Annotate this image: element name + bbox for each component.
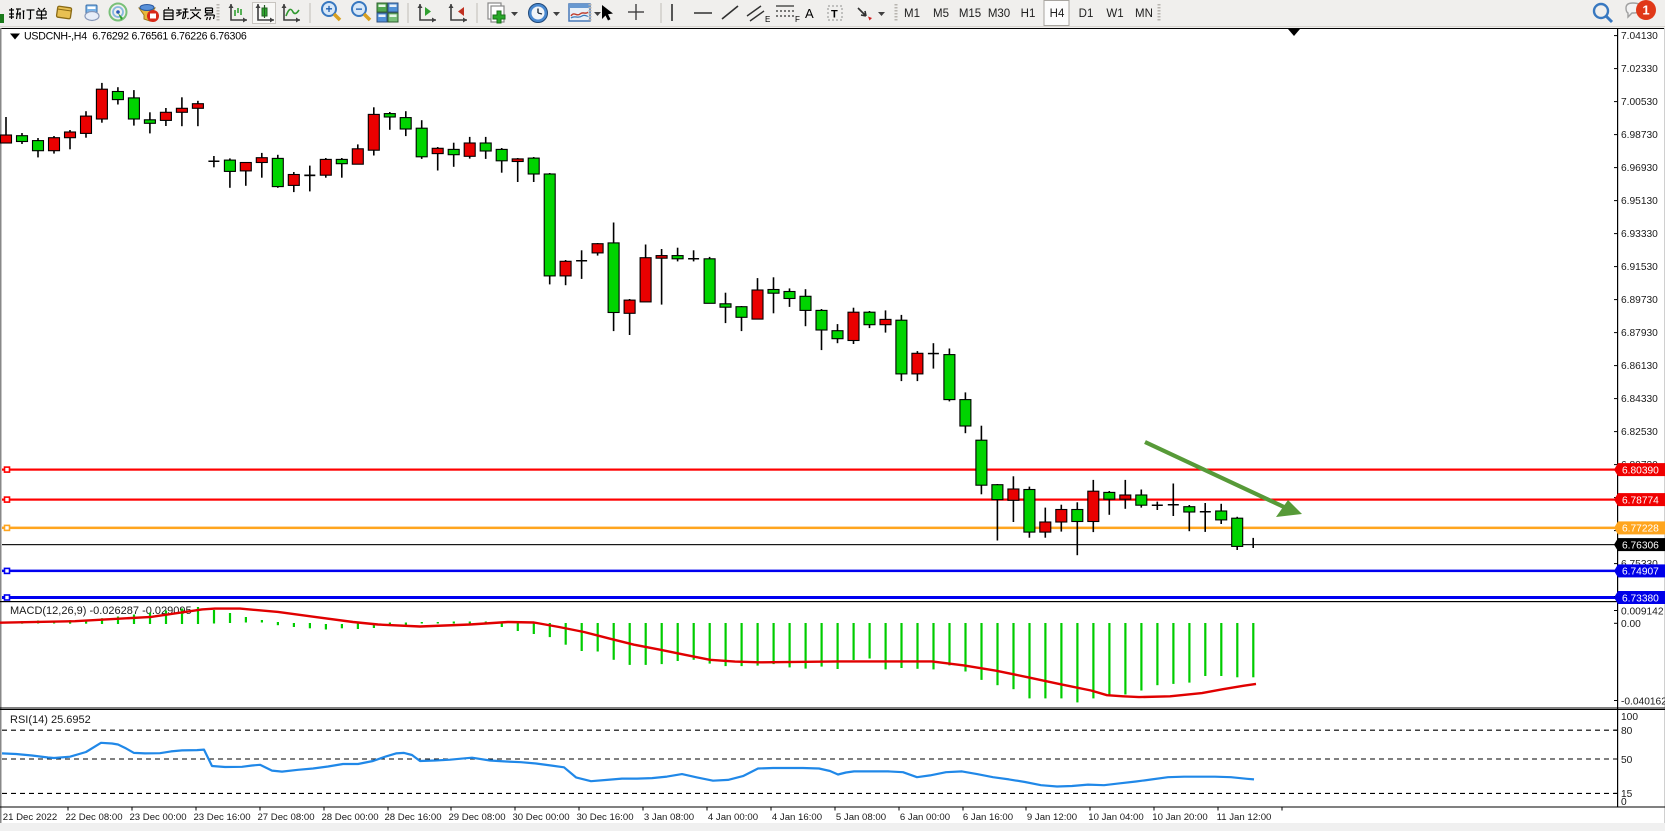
svg-text:27 Dec 08:00: 27 Dec 08:00 [257,812,314,823]
svg-text:30 Dec 00:00: 30 Dec 00:00 [512,812,569,823]
svg-text:15: 15 [1621,789,1633,800]
svg-text:W1: W1 [1106,8,1123,20]
svg-text:RSI(14) 25.6952: RSI(14) 25.6952 [10,714,91,726]
svg-text:0.009142: 0.009142 [1621,606,1664,617]
svg-text:50: 50 [1621,755,1633,766]
svg-text:M1: M1 [904,8,920,20]
svg-text:H1: H1 [1021,8,1036,20]
svg-text:6.76306: 6.76306 [1622,540,1659,551]
svg-text:10 Jan 04:00: 10 Jan 04:00 [1088,812,1143,823]
svg-text:0: 0 [1621,797,1627,808]
svg-text:6.84330: 6.84330 [1621,394,1658,405]
svg-text:M15: M15 [959,8,981,20]
svg-text:23 Dec 16:00: 23 Dec 16:00 [193,812,250,823]
svg-text:D1: D1 [1079,8,1094,20]
svg-text:6.74907: 6.74907 [1622,567,1659,578]
svg-text:7.02330: 7.02330 [1621,64,1658,75]
svg-text:0.00: 0.00 [1621,619,1641,630]
svg-text:30 Dec 16:00: 30 Dec 16:00 [576,812,633,823]
svg-text:11 Jan 12:00: 11 Jan 12:00 [1217,812,1272,823]
svg-text:6.95130: 6.95130 [1621,196,1658,207]
svg-text:6 Jan 16:00: 6 Jan 16:00 [963,812,1013,823]
svg-text:100: 100 [1621,712,1638,723]
svg-text:6.78774: 6.78774 [1622,495,1659,506]
svg-text:F: F [795,15,800,24]
svg-text:MN: MN [1135,8,1153,20]
svg-text:+: + [325,2,332,16]
svg-text:6.93330: 6.93330 [1621,229,1658,240]
svg-text:10 Jan 20:00: 10 Jan 20:00 [1152,812,1207,823]
svg-text:6.96930: 6.96930 [1621,163,1658,174]
svg-text:A: A [805,6,814,21]
svg-text:28 Dec 00:00: 28 Dec 00:00 [321,812,378,823]
svg-text:6 Jan 00:00: 6 Jan 00:00 [900,812,950,823]
svg-text:4 Jan 00:00: 4 Jan 00:00 [708,812,758,823]
svg-text:6.91530: 6.91530 [1621,262,1658,273]
svg-text:1: 1 [1642,3,1649,18]
svg-text:USDCNH-,H4 6.76292 6.76561 6.: USDCNH-,H4 6.76292 6.76561 6.76226 6.763… [24,31,247,43]
svg-text:H4: H4 [1050,8,1065,20]
svg-text:7.04130: 7.04130 [1621,31,1658,42]
svg-text:29 Dec 08:00: 29 Dec 08:00 [448,812,505,823]
svg-text:7.00530: 7.00530 [1621,97,1658,108]
svg-text:-0.040162: -0.040162 [1621,696,1665,707]
svg-text:22 Dec 08:00: 22 Dec 08:00 [65,812,122,823]
svg-text:6.89730: 6.89730 [1621,295,1658,306]
svg-text:M30: M30 [988,8,1010,20]
svg-text:28 Dec 16:00: 28 Dec 16:00 [384,812,441,823]
svg-text:4 Jan 16:00: 4 Jan 16:00 [772,812,822,823]
svg-text:MACD(12,26,9) -0.026287 -0.029: MACD(12,26,9) -0.026287 -0.029095 [10,605,192,617]
svg-text:M5: M5 [933,8,949,20]
svg-text:E: E [765,15,770,24]
svg-text:6.82530: 6.82530 [1621,427,1658,438]
svg-text:9 Jan 12:00: 9 Jan 12:00 [1027,812,1077,823]
svg-text:6.80390: 6.80390 [1622,465,1659,476]
svg-text:80: 80 [1621,726,1633,737]
svg-text:3 Jan 08:00: 3 Jan 08:00 [644,812,694,823]
svg-text:6.77228: 6.77228 [1622,524,1659,535]
svg-text:23 Dec 00:00: 23 Dec 00:00 [129,812,186,823]
svg-text:−: − [355,2,362,16]
svg-text:6.87930: 6.87930 [1621,328,1658,339]
svg-text:T: T [831,9,838,21]
svg-text:5 Jan 08:00: 5 Jan 08:00 [836,812,886,823]
svg-text:6.86130: 6.86130 [1621,361,1658,372]
svg-text:6.98730: 6.98730 [1621,130,1658,141]
svg-text:21 Dec 2022: 21 Dec 2022 [3,812,57,823]
svg-text:6.73380: 6.73380 [1622,593,1659,604]
